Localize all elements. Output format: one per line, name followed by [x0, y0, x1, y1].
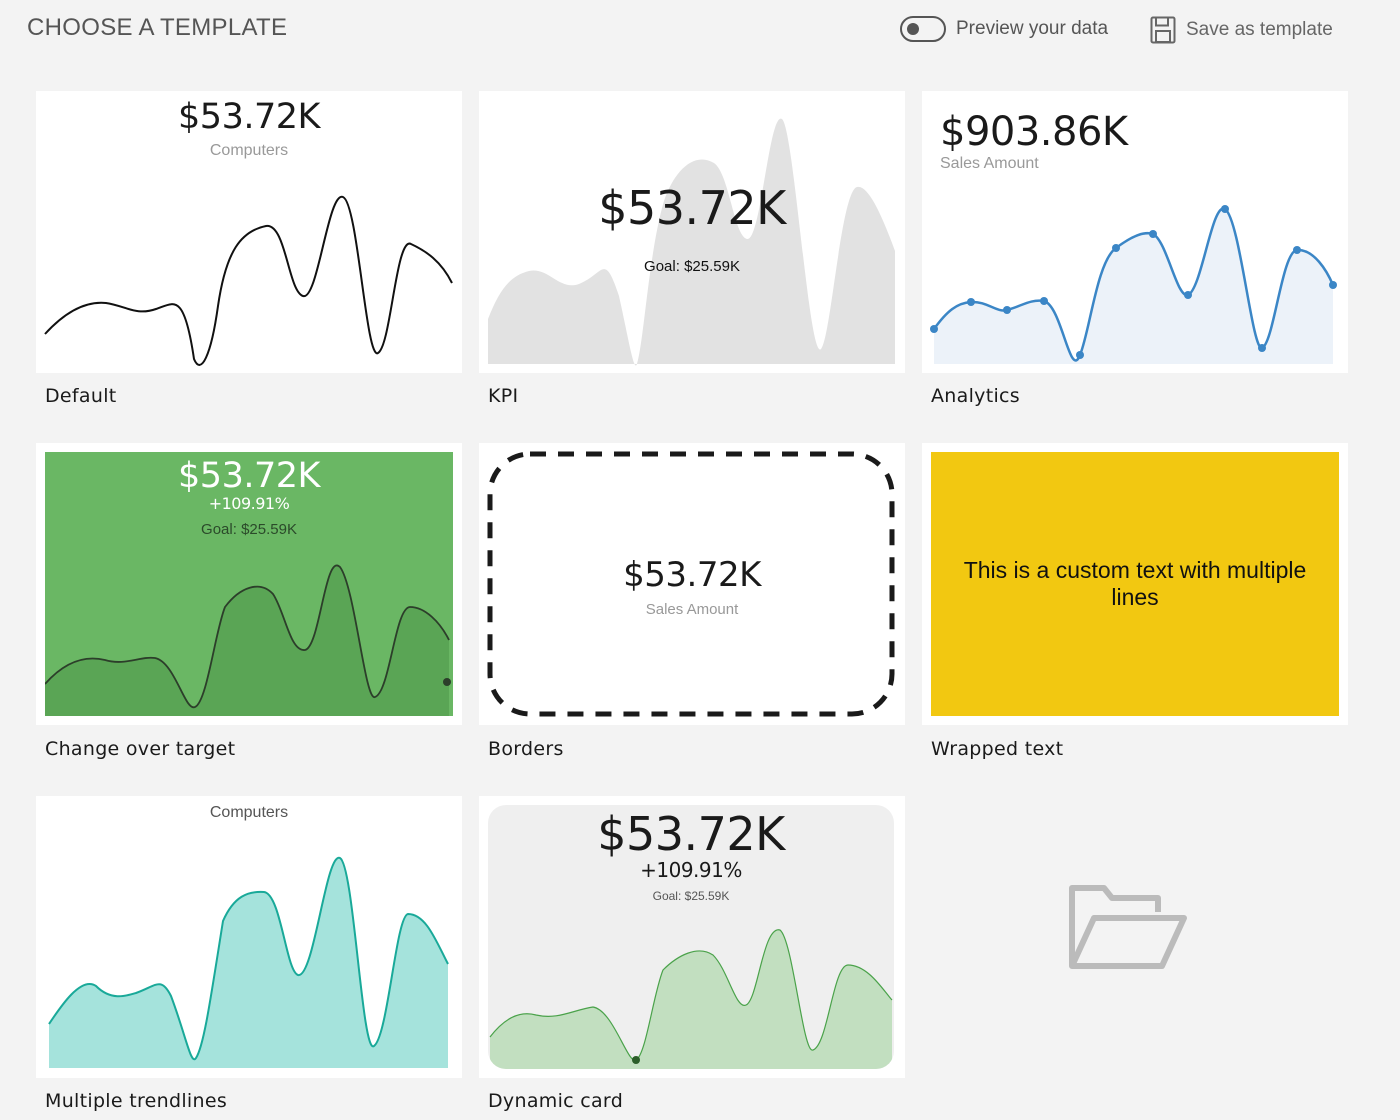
card-change: +109.91%	[208, 494, 290, 513]
caption-borders: Borders	[488, 738, 564, 760]
preview-toggle[interactable]: Preview your data	[900, 16, 1108, 42]
card-value: $53.72K	[623, 555, 761, 595]
dynamic-chart	[489, 929, 893, 1069]
template-card-default[interactable]: $53.72K Computers	[36, 91, 462, 373]
template-card-borders[interactable]: $53.72K Sales Amount	[479, 443, 905, 725]
card-goal: Goal: $25.59K	[652, 889, 730, 903]
folder-open-icon	[1069, 885, 1187, 969]
caption-kpi: KPI	[488, 385, 519, 407]
toggle-switch[interactable]	[900, 16, 946, 42]
caption-dynamic-card: Dynamic card	[488, 1090, 624, 1112]
change-chart	[45, 564, 451, 716]
open-template-button[interactable]	[1060, 880, 1200, 980]
card-value: $903.86K	[940, 109, 1128, 155]
template-card-analytics[interactable]: $903.86K Sales Amount	[922, 91, 1348, 373]
kpi-area-chart	[488, 118, 895, 366]
card-value: $53.72K	[597, 807, 785, 861]
card-subtitle: Computers	[209, 804, 289, 821]
caption-wrapped-text: Wrapped text	[931, 738, 1064, 760]
caption-multiple-trendlines: Multiple trendlines	[45, 1090, 228, 1112]
template-card-change-over-target[interactable]: $53.72K +109.91% Goal: $25.59K	[36, 443, 462, 725]
save-icon	[1150, 16, 1176, 44]
green-background: $53.72K +109.91% Goal: $25.59K	[45, 452, 453, 716]
template-card-dynamic[interactable]: $53.72K +109.91% Goal: $25.59K	[479, 796, 905, 1078]
card-goal: Goal: $25.59K	[201, 521, 297, 538]
trendline-chart	[44, 196, 453, 366]
template-card-kpi[interactable]: $53.72K Goal: $25.59K	[479, 91, 905, 373]
multi-trend-chart	[48, 856, 449, 1068]
card-value: $53.72K	[178, 97, 320, 137]
save-as-template-button[interactable]: Save as template	[1150, 16, 1333, 44]
template-card-multiple-trendlines[interactable]: Computers	[36, 796, 462, 1078]
card-subtitle: Sales Amount	[645, 601, 739, 618]
toggle-knob	[907, 23, 919, 35]
template-card-wrapped-text[interactable]: This is a custom text with multiple line…	[922, 443, 1348, 725]
yellow-background: This is a custom text with multiple line…	[931, 452, 1339, 716]
dashed-border	[487, 451, 895, 717]
save-label: Save as template	[1186, 19, 1333, 40]
caption-default: Default	[45, 385, 117, 407]
dynamic-background: $53.72K +109.91% Goal: $25.59K	[488, 805, 894, 1069]
page-title: CHOOSE A TEMPLATE	[27, 14, 288, 41]
card-change: +109.91%	[640, 858, 742, 882]
wrapped-text: This is a custom text with multiple line…	[963, 557, 1307, 610]
card-value: $53.72K	[178, 456, 320, 496]
card-value: $53.72K	[598, 181, 786, 235]
caption-change-over-target: Change over target	[45, 738, 236, 760]
card-subtitle: Sales Amount	[940, 155, 1039, 172]
card-goal: Goal: $25.59K	[644, 258, 740, 275]
preview-label: Preview your data	[956, 18, 1109, 39]
caption-analytics: Analytics	[931, 385, 1020, 407]
analytics-chart	[930, 205, 1337, 364]
card-subtitle: Computers	[209, 142, 289, 159]
